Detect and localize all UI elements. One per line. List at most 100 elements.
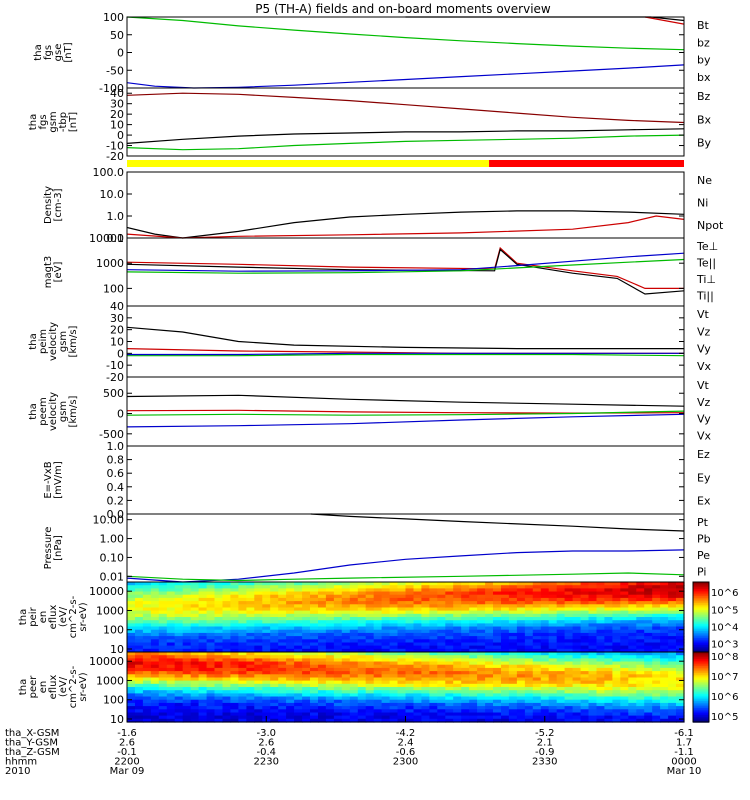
spectrogram-cell	[381, 594, 391, 599]
spectrogram-cell	[644, 648, 653, 653]
spectrogram-cell	[302, 658, 311, 663]
spectrogram-cell	[373, 629, 383, 634]
spectrogram-cell	[604, 648, 613, 653]
spectrogram-cell	[668, 671, 677, 675]
spectrogram-cell	[636, 652, 645, 656]
spectrogram-cell	[556, 591, 566, 596]
spectrogram-cell	[477, 642, 486, 647]
spectrogram-cell	[636, 715, 645, 720]
spectrogram-cell	[644, 715, 653, 720]
spectrogram-cell	[413, 582, 423, 586]
spectrogram-cell	[278, 601, 287, 605]
spectrogram-cell	[453, 648, 462, 653]
spectrogram-cell	[397, 648, 407, 653]
spectrogram-cell	[540, 591, 550, 596]
spectrogram-cell	[405, 623, 415, 628]
x-tick-label: Mar 09	[110, 766, 145, 777]
spectrogram-cell	[373, 690, 383, 694]
spectrogram-cell	[286, 639, 295, 644]
spectrogram-cell	[516, 661, 526, 666]
spectrogram-cell	[668, 715, 677, 720]
spectrogram-cell	[580, 667, 590, 672]
y-tick-label: 1.00	[100, 533, 125, 546]
spectrogram-cell	[270, 642, 279, 647]
spectrogram-cell	[166, 696, 176, 701]
spectrogram-cell	[612, 661, 621, 666]
spectrogram-cell	[572, 610, 582, 615]
spectrogram-cell	[230, 687, 239, 691]
spectrogram-cell	[532, 639, 542, 644]
spectrogram-cell	[540, 604, 550, 609]
spectrogram-cell	[501, 626, 510, 631]
spectrogram-cell	[325, 629, 335, 634]
spectrogram-cell	[365, 715, 375, 720]
spectrogram-cell	[198, 610, 208, 615]
spectrogram-cell	[405, 648, 415, 653]
spectrogram-cell	[302, 699, 311, 704]
spectrogram-cell	[660, 664, 669, 669]
spectrogram-cell	[190, 718, 200, 723]
spectrogram-cell	[477, 610, 486, 615]
spectrogram-cell	[135, 693, 144, 698]
spectrogram-cell	[166, 620, 176, 624]
spectrogram-cell	[405, 613, 415, 618]
spectrogram-cell	[477, 683, 486, 688]
spectrogram-cell	[246, 613, 255, 618]
spectrogram-cell	[516, 582, 526, 586]
spectrogram-cell	[206, 712, 216, 717]
spectrogram-cell	[652, 588, 661, 593]
spectrogram-cell	[540, 699, 550, 704]
spectrogram-cell	[620, 591, 629, 596]
spectrogram-cell	[150, 594, 160, 599]
spectrogram-cell	[333, 626, 343, 631]
spectrogram-cell	[182, 632, 192, 637]
spectrogram-cell	[564, 636, 574, 640]
spectrogram-cell	[389, 604, 399, 609]
spectrogram-cell	[238, 639, 247, 644]
spectrogram-cell	[318, 617, 327, 621]
spectrogram-cell	[516, 699, 526, 704]
colorbar-segment	[693, 596, 709, 599]
spectrogram-cell	[166, 604, 176, 609]
spectrogram-cell	[596, 683, 606, 688]
spectrogram-cell	[142, 658, 152, 663]
spectrogram-cell	[246, 674, 255, 679]
spectrogram-cell	[294, 690, 303, 694]
spectrogram-cell	[620, 588, 629, 593]
spectrogram-cell	[676, 597, 685, 602]
spectrogram-cell	[166, 674, 176, 679]
panel-frame	[126, 376, 685, 447]
spectrogram-cell	[166, 648, 176, 653]
spectrogram-cell	[357, 655, 367, 659]
spectrogram-cell	[461, 613, 470, 618]
spectrogram-cell	[612, 690, 621, 694]
spectrogram-cell	[596, 664, 606, 669]
y-axis-label: gsm	[58, 401, 69, 422]
spectrogram-cell	[644, 709, 653, 714]
spectrogram-cell	[206, 674, 216, 679]
spectrogram-cell	[524, 626, 534, 631]
spectrogram-cell	[437, 648, 446, 653]
spectrogram-cell	[262, 594, 271, 599]
spectrogram-cell	[214, 712, 224, 717]
spectrogram-cell	[166, 658, 176, 663]
spectrogram-cell	[262, 655, 271, 659]
spectrogram-cell	[150, 591, 160, 596]
spectrogram-cell	[214, 702, 224, 707]
spectrogram-cell	[652, 610, 661, 615]
spectrogram-cell	[278, 677, 287, 682]
spectrogram-cell	[174, 706, 184, 710]
spectrogram-cell	[540, 610, 550, 615]
spectrogram-cell	[596, 667, 606, 672]
spectrogram-cell	[174, 594, 184, 599]
panel-frame	[126, 513, 685, 583]
spectrogram-cell	[580, 715, 590, 720]
spectrogram-cell	[413, 699, 423, 704]
spectrogram-cell	[246, 702, 255, 707]
spectrogram-cell	[580, 690, 590, 694]
spectrogram-cell	[644, 610, 653, 615]
spectrogram-cell	[294, 718, 303, 723]
spectrogram-cell	[660, 661, 669, 666]
spectrogram-cell	[325, 636, 335, 640]
spectrogram-cell	[397, 597, 407, 602]
